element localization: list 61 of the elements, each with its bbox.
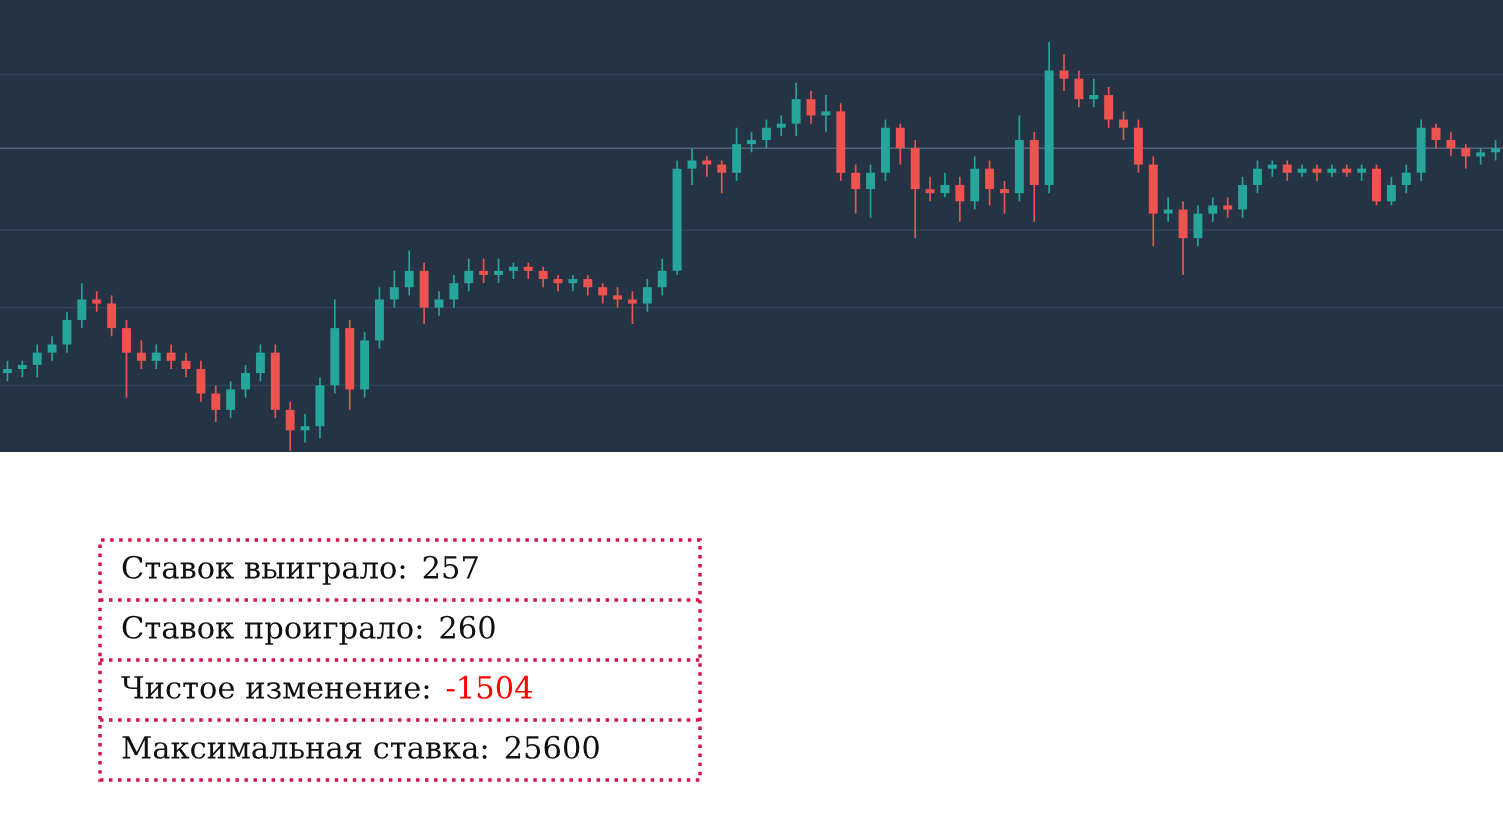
candlestick	[464, 257, 474, 293]
candlestick	[925, 175, 935, 203]
candlestick	[166, 343, 176, 370]
candlestick	[1000, 180, 1009, 215]
candlestick	[136, 339, 146, 370]
candlestick	[2, 359, 12, 383]
candlestick	[955, 175, 965, 223]
candlestick	[657, 257, 667, 297]
candlestick	[389, 270, 399, 309]
candlestick	[211, 384, 221, 423]
candlestick	[627, 290, 637, 325]
candlestick	[776, 114, 786, 137]
candlestick	[1491, 139, 1501, 162]
candlestick	[1253, 159, 1262, 195]
candlestick	[1208, 196, 1218, 223]
candlestick	[255, 343, 265, 383]
candlestick	[1223, 196, 1233, 219]
candlestick	[1476, 147, 1486, 166]
candlestick	[583, 274, 593, 297]
text: Ставок выиграло: 257	[122, 555, 478, 585]
text: Ставок проиграло: 260	[122, 615, 495, 645]
candlestick	[1089, 77, 1099, 109]
text: Чистое изменение: -1504	[121, 675, 533, 699]
candlestick	[479, 257, 489, 284]
candlestick	[613, 286, 623, 309]
candlestick	[1119, 110, 1128, 141]
candlestick	[821, 94, 831, 133]
candlestick	[895, 122, 905, 166]
text: Максимальная ставка: 25600	[122, 735, 599, 759]
candlestick	[702, 155, 712, 178]
candlestick	[851, 163, 861, 215]
candlestick	[687, 147, 697, 186]
candlestick	[642, 278, 652, 313]
candlestick	[151, 343, 161, 370]
candlestick	[747, 131, 756, 154]
candlestick	[77, 282, 87, 329]
candlestick	[285, 400, 295, 452]
candlestick	[226, 380, 236, 419]
candlestick	[1074, 69, 1084, 109]
candlestick	[449, 274, 459, 309]
candlestick	[538, 265, 548, 289]
candlestick	[866, 163, 876, 219]
candlestick	[494, 257, 503, 284]
candlestick	[940, 171, 950, 199]
candlestick	[47, 335, 57, 362]
candlestick	[300, 413, 310, 444]
candlestick	[717, 159, 727, 195]
candlestick	[1386, 175, 1396, 207]
candlestick	[1282, 159, 1292, 182]
candlestick	[1401, 163, 1411, 195]
candlestick	[985, 159, 995, 207]
candlestick	[598, 282, 608, 305]
candlestick	[32, 343, 42, 379]
candlestick	[1461, 143, 1471, 170]
candlestick	[92, 290, 102, 313]
candlestick	[1446, 131, 1456, 158]
candlestick	[1163, 196, 1173, 223]
candlestick	[241, 364, 250, 399]
candlestick	[404, 249, 414, 297]
candlestick	[761, 118, 771, 150]
candlestick	[434, 290, 444, 317]
